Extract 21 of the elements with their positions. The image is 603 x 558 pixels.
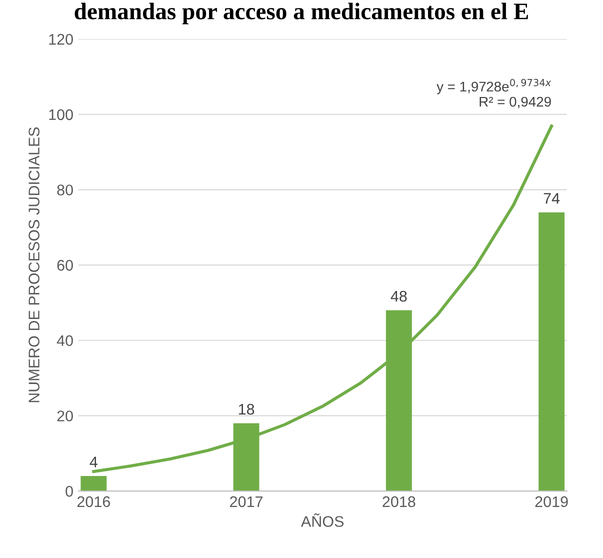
data-label: 74 [544, 193, 560, 204]
y-tick-label: 120 [49, 34, 73, 45]
chart-title: demandas por acceso a medicamentos en el E [74, 2, 528, 24]
y-axis-title: NUMERO DE PROCESOS JUDICIALES [28, 127, 40, 402]
data-label: 18 [238, 404, 254, 415]
bar [80, 476, 107, 492]
annotation: y = 1,9728e$^{0,9734x}$ R² = 0,9429 [436, 78, 552, 108]
y-tick-label: 80 [57, 184, 73, 196]
x-tick-label: 2016 [77, 496, 110, 508]
x-tick-label: 2017 [230, 496, 263, 508]
x-axis-title: AÑOS [300, 513, 344, 527]
y-tick-label: 0 [66, 486, 73, 497]
x-tick-label: 2018 [382, 496, 416, 508]
y-tick-label: 100 [49, 109, 73, 120]
x-tick-label: 2019 [535, 496, 568, 508]
y-tick-label: 20 [57, 410, 73, 422]
y-tick-label: 60 [57, 260, 73, 271]
bar [538, 212, 565, 492]
y-tick-label: 40 [56, 335, 73, 346]
data-label: 4 [90, 456, 98, 468]
data-label: 48 [390, 290, 407, 302]
